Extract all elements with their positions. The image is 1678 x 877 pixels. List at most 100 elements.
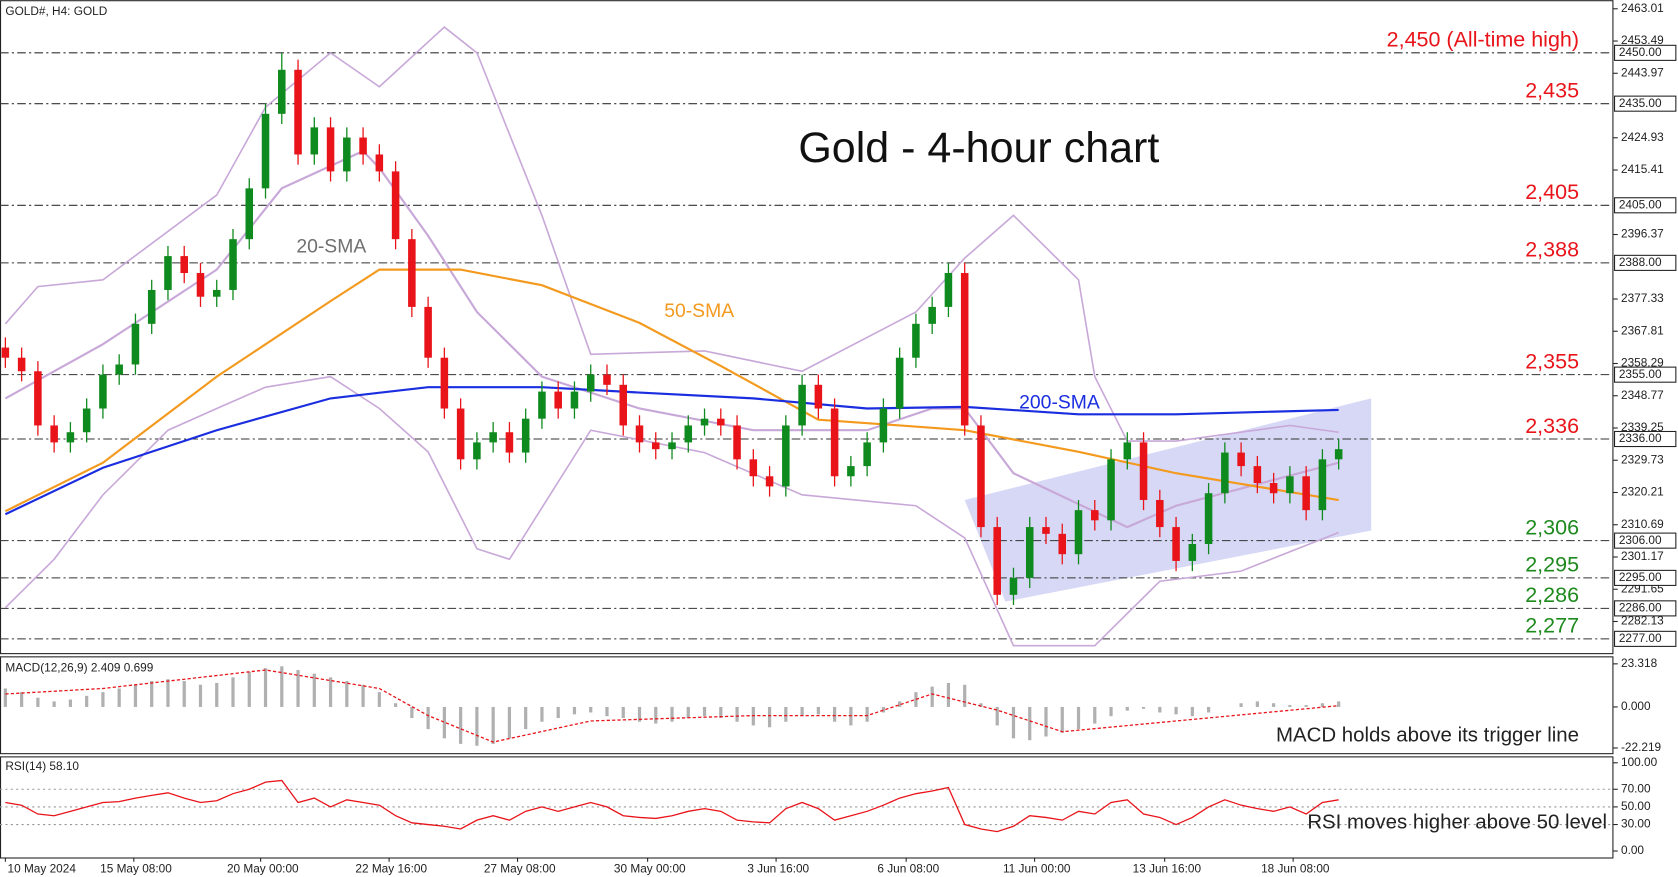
candle-body bbox=[1009, 577, 1018, 595]
y-tick-label: 2358.29 bbox=[1621, 356, 1664, 370]
x-tick-label: 10 May 2024 bbox=[8, 861, 77, 875]
candle-body bbox=[700, 418, 709, 426]
candle-body bbox=[619, 384, 628, 426]
candle-body bbox=[1074, 510, 1083, 555]
rsi-line bbox=[5, 779, 1339, 833]
candle-body bbox=[912, 323, 920, 358]
level-axis-box bbox=[1613, 197, 1677, 214]
candle-body bbox=[473, 442, 481, 460]
level-label: 2,355 bbox=[1525, 350, 1579, 374]
candle-body bbox=[684, 425, 693, 443]
candle-body bbox=[164, 256, 172, 290]
candle-body bbox=[944, 273, 953, 307]
candle-body bbox=[1042, 527, 1050, 534]
x-tick-label: 13 Jun 16:00 bbox=[1133, 861, 1202, 875]
level-axis-box bbox=[1613, 600, 1677, 617]
candle-body bbox=[489, 432, 497, 443]
level-axis-label: 2286.00 bbox=[1619, 601, 1662, 615]
channel-fill bbox=[964, 398, 1372, 602]
macd-title: MACD(12,26,9) 2.409 0.699 bbox=[5, 660, 153, 674]
x-tick-label: 18 Jun 08:00 bbox=[1261, 861, 1330, 875]
y-tick-label: 2320.21 bbox=[1621, 485, 1664, 499]
candle-body bbox=[863, 442, 871, 467]
rsi-annotation: RSI moves higher above 50 level bbox=[1307, 811, 1607, 833]
candle-body bbox=[147, 289, 156, 324]
candle-body bbox=[82, 408, 91, 433]
candle-body bbox=[1058, 533, 1067, 555]
candle-body bbox=[391, 171, 400, 240]
candle-body bbox=[1302, 476, 1310, 511]
y-tick-label: 2377.33 bbox=[1621, 291, 1664, 305]
candle-body bbox=[895, 357, 904, 409]
candle-body bbox=[131, 323, 140, 365]
candle-body bbox=[733, 425, 741, 460]
candle-body bbox=[1253, 466, 1262, 484]
level-axis-box bbox=[1613, 95, 1677, 112]
level-axis-label: 2435.00 bbox=[1619, 96, 1662, 110]
candle-body bbox=[977, 425, 985, 528]
candle-body bbox=[1269, 483, 1278, 494]
candle-body bbox=[456, 408, 465, 460]
candle-body bbox=[1204, 493, 1213, 545]
candle-body bbox=[1139, 442, 1148, 500]
level-axis-label: 2405.00 bbox=[1619, 197, 1662, 211]
macd-signal bbox=[5, 669, 1339, 743]
candle-body bbox=[668, 442, 676, 450]
level-axis-label: 2388.00 bbox=[1619, 255, 1662, 269]
candle-body bbox=[603, 374, 611, 385]
macd-y-tick-label: 23.318 bbox=[1621, 656, 1658, 670]
candle-body bbox=[1286, 476, 1294, 494]
candle-body bbox=[50, 425, 58, 443]
candle-body bbox=[993, 527, 1001, 595]
candle-body bbox=[1172, 527, 1180, 561]
candle-body bbox=[245, 188, 254, 240]
level-label: 2,286 bbox=[1525, 583, 1579, 607]
candle-body bbox=[115, 364, 123, 375]
level-label: 2,388 bbox=[1525, 238, 1579, 262]
level-label: 2,405 bbox=[1525, 180, 1579, 204]
candle-body bbox=[1334, 449, 1343, 460]
level-axis-box bbox=[1613, 569, 1677, 586]
y-tick-label: 2453.49 bbox=[1621, 33, 1664, 47]
macd-frame bbox=[0, 656, 1614, 755]
chart-title: Gold - 4-hour chart bbox=[798, 124, 1159, 172]
level-label: 2,336 bbox=[1525, 414, 1579, 438]
candle-body bbox=[554, 391, 562, 409]
level-axis-box bbox=[1613, 630, 1677, 647]
candle-body bbox=[928, 306, 936, 324]
rsi-y-tick-label: 50.00 bbox=[1621, 799, 1651, 813]
candle-body bbox=[1156, 499, 1164, 528]
x-tick-label: 15 May 08:00 bbox=[100, 861, 172, 875]
level-label: 2,295 bbox=[1525, 553, 1579, 577]
candle-body bbox=[570, 391, 579, 409]
x-tick-label: 22 May 16:00 bbox=[355, 861, 427, 875]
level-axis-box bbox=[1613, 254, 1677, 271]
candle-body bbox=[408, 239, 416, 307]
candle-body bbox=[782, 425, 790, 487]
candle-body bbox=[765, 476, 774, 487]
candle-body bbox=[586, 374, 595, 392]
level-axis-box bbox=[1613, 532, 1677, 549]
x-tick-label: 6 Jun 08:00 bbox=[877, 861, 939, 875]
overlay-group bbox=[4, 26, 1339, 647]
candle-body bbox=[1221, 452, 1229, 494]
rsi-title: RSI(14) 58.10 bbox=[5, 759, 79, 773]
level-axis-label: 2450.00 bbox=[1619, 45, 1662, 59]
candle-body bbox=[359, 137, 367, 155]
level-label: 2,450 (All-time high) bbox=[1387, 28, 1579, 52]
y-tick-label: 2396.37 bbox=[1621, 227, 1664, 241]
bollinger-band bbox=[4, 375, 1339, 647]
overlay-label: 200-SMA bbox=[1019, 392, 1100, 414]
candle-body bbox=[635, 425, 644, 443]
candle-body bbox=[440, 357, 449, 409]
y-tick-label: 2443.97 bbox=[1621, 65, 1664, 79]
y-tick-label: 2282.13 bbox=[1621, 614, 1664, 628]
level-axis-label: 2277.00 bbox=[1619, 631, 1662, 645]
x-tick-label: 20 May 00:00 bbox=[227, 861, 299, 875]
y-tick-label: 2310.69 bbox=[1621, 517, 1664, 531]
candle-body bbox=[1188, 544, 1197, 561]
y-tick-label: 2463.01 bbox=[1621, 1, 1664, 15]
